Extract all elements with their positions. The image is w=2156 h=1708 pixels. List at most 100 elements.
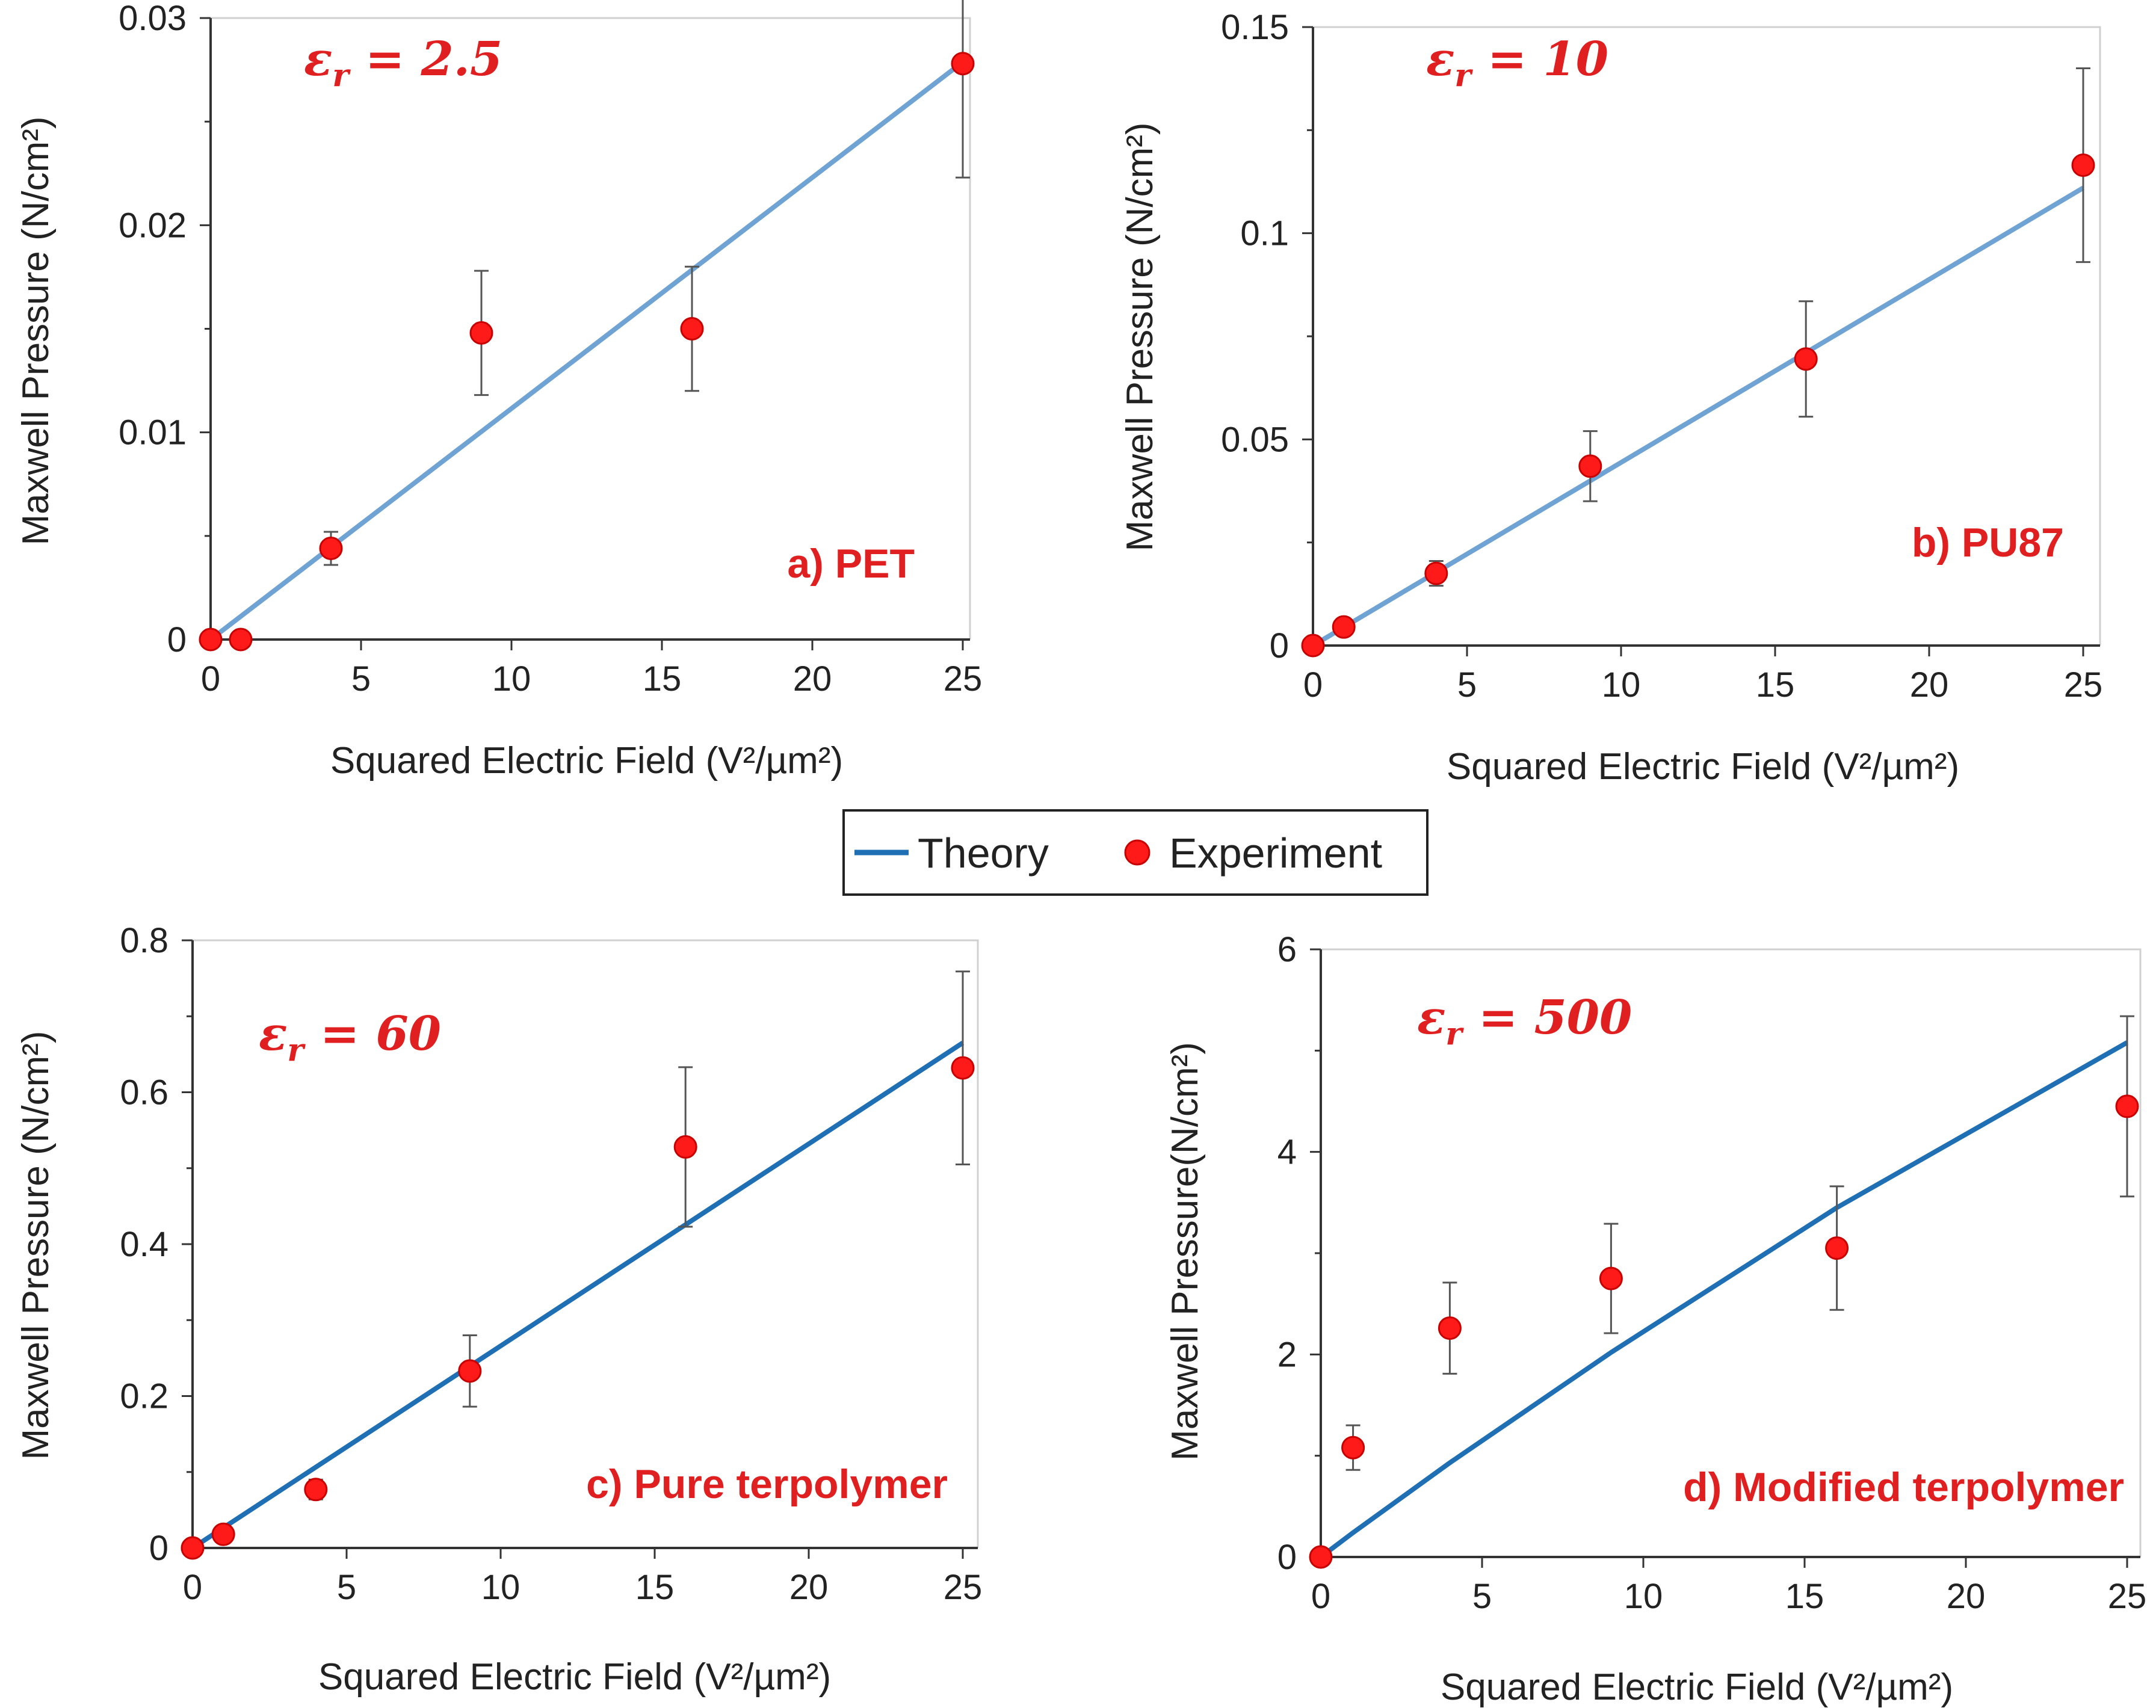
experiment-point [319, 536, 343, 560]
experiment-point [2071, 153, 2095, 177]
experiment-point [199, 627, 223, 652]
x-tick-label: 5 [1457, 665, 1477, 704]
experiment-point [1332, 615, 1356, 639]
plot-frame [193, 939, 979, 1548]
x-axis-title: Squared Electric Field (V²/µm²) [330, 740, 843, 782]
x-tick-label: 25 [2064, 665, 2103, 704]
x-tick-label: 20 [1947, 1577, 1986, 1616]
plot-frame [1321, 948, 2142, 1557]
experiment-point [2115, 1094, 2139, 1118]
experiment-point [458, 1359, 482, 1383]
chart-panel-a: 0 5 10 15 20 25 0 0.01 0.02 0.03 Squared Electric … [15, 0, 982, 782]
plot-frame [1313, 26, 2101, 646]
y-tick-label: 0 [167, 620, 187, 659]
experiment-point [1309, 1545, 1333, 1569]
epsilon-value: = 500 [1462, 990, 1632, 1045]
legend-experiment-swatch [1124, 839, 1151, 866]
epsilon-annotation: εr = 10 [1426, 32, 1608, 94]
x-tick-label: 5 [337, 1568, 356, 1607]
y-tick-label: 0 [1270, 626, 1289, 665]
panel-label: c) Pure terpolymer [586, 1461, 948, 1507]
chart-panel-b: 0 5 10 15 20 25 0 0.05 0.1 0.15 Squared Electric F… [1119, 8, 2102, 788]
x-tick-label: 25 [2108, 1577, 2147, 1616]
legend-experiment-label: Experiment [1169, 830, 1382, 877]
epsilon-annotation: εr = 500 [1417, 990, 1632, 1052]
x-axis-title: Squared Electric Field (V²/µm²) [1447, 746, 1959, 788]
x-tick-label: 10 [1624, 1577, 1663, 1616]
x-axis-title: Squared Electric Field (V²/µm²) [318, 1656, 831, 1698]
x-tick-label: 10 [1602, 665, 1641, 704]
experiment-point [181, 1536, 205, 1560]
y-tick-label: 0.01 [119, 413, 187, 452]
panel-label: b) PU87 [1912, 520, 2064, 566]
chart-panel-d: 0 5 10 15 20 25 0 2 4 6 Squared Electric Field (V²… [1164, 930, 2146, 1708]
y-tick-label: 0.2 [120, 1377, 168, 1416]
x-tick-label: 15 [1756, 665, 1795, 704]
y-tick-label: 4 [1277, 1133, 1297, 1172]
experiment-point [469, 321, 493, 345]
x-tick-label: 0 [1311, 1577, 1330, 1616]
epsilon-symbol: ε [1417, 990, 1445, 1045]
experiment-point [673, 1135, 697, 1159]
x-tick-label: 15 [1785, 1577, 1824, 1616]
experiment-point [211, 1522, 235, 1546]
x-axis-title: Squared Electric Field (V²/µm²) [1441, 1666, 1953, 1708]
epsilon-symbol: ε [1426, 32, 1454, 87]
y-tick-label: 0.1 [1240, 214, 1289, 253]
theory-line [1319, 1040, 2128, 1559]
epsilon-value: = 10 [1471, 32, 1608, 87]
y-tick-label: 0.03 [119, 0, 187, 38]
x-tick-label: 0 [1303, 665, 1323, 704]
epsilon-subscript: r [332, 57, 351, 94]
experiment-point [1424, 561, 1448, 585]
panel-label: a) PET [787, 541, 915, 587]
x-tick-label: 25 [944, 659, 983, 698]
plot-frame [211, 17, 971, 640]
x-tick-label: 25 [944, 1568, 983, 1607]
experiment-point [1599, 1266, 1623, 1290]
x-tick-label: 0 [201, 659, 220, 698]
panel-label: d) Modified terpolymer [1683, 1464, 2124, 1510]
x-tick-label: 20 [789, 1568, 829, 1607]
y-tick-label: 0.15 [1221, 8, 1289, 47]
y-axis-title: Maxwell Pressure (N/cm²) [15, 116, 57, 545]
epsilon-subscript: r [1445, 1016, 1464, 1052]
legend: Theory Experiment [842, 809, 1429, 896]
experiment-point [951, 1056, 975, 1080]
y-tick-label: 6 [1277, 930, 1297, 969]
y-tick-label: 0.8 [120, 921, 168, 960]
experiment-point [304, 1478, 328, 1502]
y-tick-label: 2 [1277, 1335, 1297, 1374]
y-tick-label: 0 [149, 1529, 168, 1568]
experiment-point [1794, 347, 1818, 371]
y-axis-title: Maxwell Pressure(N/cm²) [1164, 1042, 1206, 1461]
x-tick-label: 5 [1472, 1577, 1492, 1616]
experiment-point [1578, 454, 1602, 478]
epsilon-value: = 60 [304, 1007, 441, 1061]
epsilon-subscript: r [1454, 57, 1473, 94]
x-tick-label: 15 [635, 1568, 675, 1607]
experiment-point [1825, 1236, 1849, 1260]
y-tick-label: 0.05 [1221, 420, 1289, 459]
x-tick-label: 10 [481, 1568, 520, 1607]
experiment-point [1301, 634, 1325, 658]
epsilon-annotation: εr = 2.5 [304, 32, 502, 94]
legend-theory-label: Theory [918, 830, 1049, 877]
theory-line [191, 1041, 965, 1550]
epsilon-value: = 2.5 [349, 32, 502, 87]
epsilon-symbol: ε [304, 32, 332, 87]
x-tick-label: 20 [793, 659, 832, 698]
y-tick-label: 0.6 [120, 1073, 168, 1112]
x-tick-label: 10 [492, 659, 531, 698]
epsilon-subscript: r [287, 1032, 306, 1068]
experiment-point [1341, 1435, 1365, 1460]
experiment-point [1438, 1316, 1462, 1340]
y-axis-title: Maxwell Pressure (N/cm²) [15, 1031, 57, 1460]
epsilon-symbol: ε [259, 1007, 287, 1061]
y-tick-label: 0 [1277, 1538, 1297, 1577]
x-tick-label: 5 [351, 659, 371, 698]
x-tick-label: 20 [1910, 665, 1949, 704]
chart-panel-c: 0 5 10 15 20 25 0 0.2 0.4 0.6 0.8 Squared Electric … [15, 921, 982, 1698]
y-axis-title: Maxwell Pressure (N/cm²) [1119, 122, 1161, 551]
